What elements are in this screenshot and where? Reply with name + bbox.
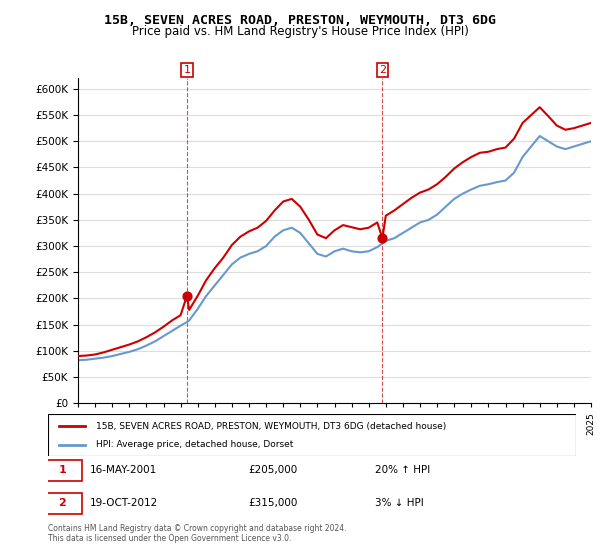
Text: 3% ↓ HPI: 3% ↓ HPI xyxy=(376,498,424,508)
Text: 19-OCT-2012: 19-OCT-2012 xyxy=(90,498,158,508)
Text: £205,000: £205,000 xyxy=(248,465,298,475)
Text: HPI: Average price, detached house, Dorset: HPI: Average price, detached house, Dors… xyxy=(95,440,293,449)
FancyBboxPatch shape xyxy=(43,460,82,481)
Text: Price paid vs. HM Land Registry's House Price Index (HPI): Price paid vs. HM Land Registry's House … xyxy=(131,25,469,38)
Point xyxy=(182,291,192,300)
FancyBboxPatch shape xyxy=(43,493,82,514)
Point xyxy=(377,234,387,242)
Text: 15B, SEVEN ACRES ROAD, PRESTON, WEYMOUTH, DT3 6DG (detached house): 15B, SEVEN ACRES ROAD, PRESTON, WEYMOUTH… xyxy=(95,422,446,431)
Text: 1: 1 xyxy=(58,465,66,475)
Text: 2: 2 xyxy=(379,65,386,75)
Text: 15B, SEVEN ACRES ROAD, PRESTON, WEYMOUTH, DT3 6DG: 15B, SEVEN ACRES ROAD, PRESTON, WEYMOUTH… xyxy=(104,14,496,27)
Text: 20% ↑ HPI: 20% ↑ HPI xyxy=(376,465,431,475)
Text: 2: 2 xyxy=(58,498,66,508)
Text: £315,000: £315,000 xyxy=(248,498,298,508)
Text: 16-MAY-2001: 16-MAY-2001 xyxy=(90,465,157,475)
Text: 1: 1 xyxy=(184,65,190,75)
Text: Contains HM Land Registry data © Crown copyright and database right 2024.
This d: Contains HM Land Registry data © Crown c… xyxy=(48,524,347,543)
FancyBboxPatch shape xyxy=(48,414,576,456)
